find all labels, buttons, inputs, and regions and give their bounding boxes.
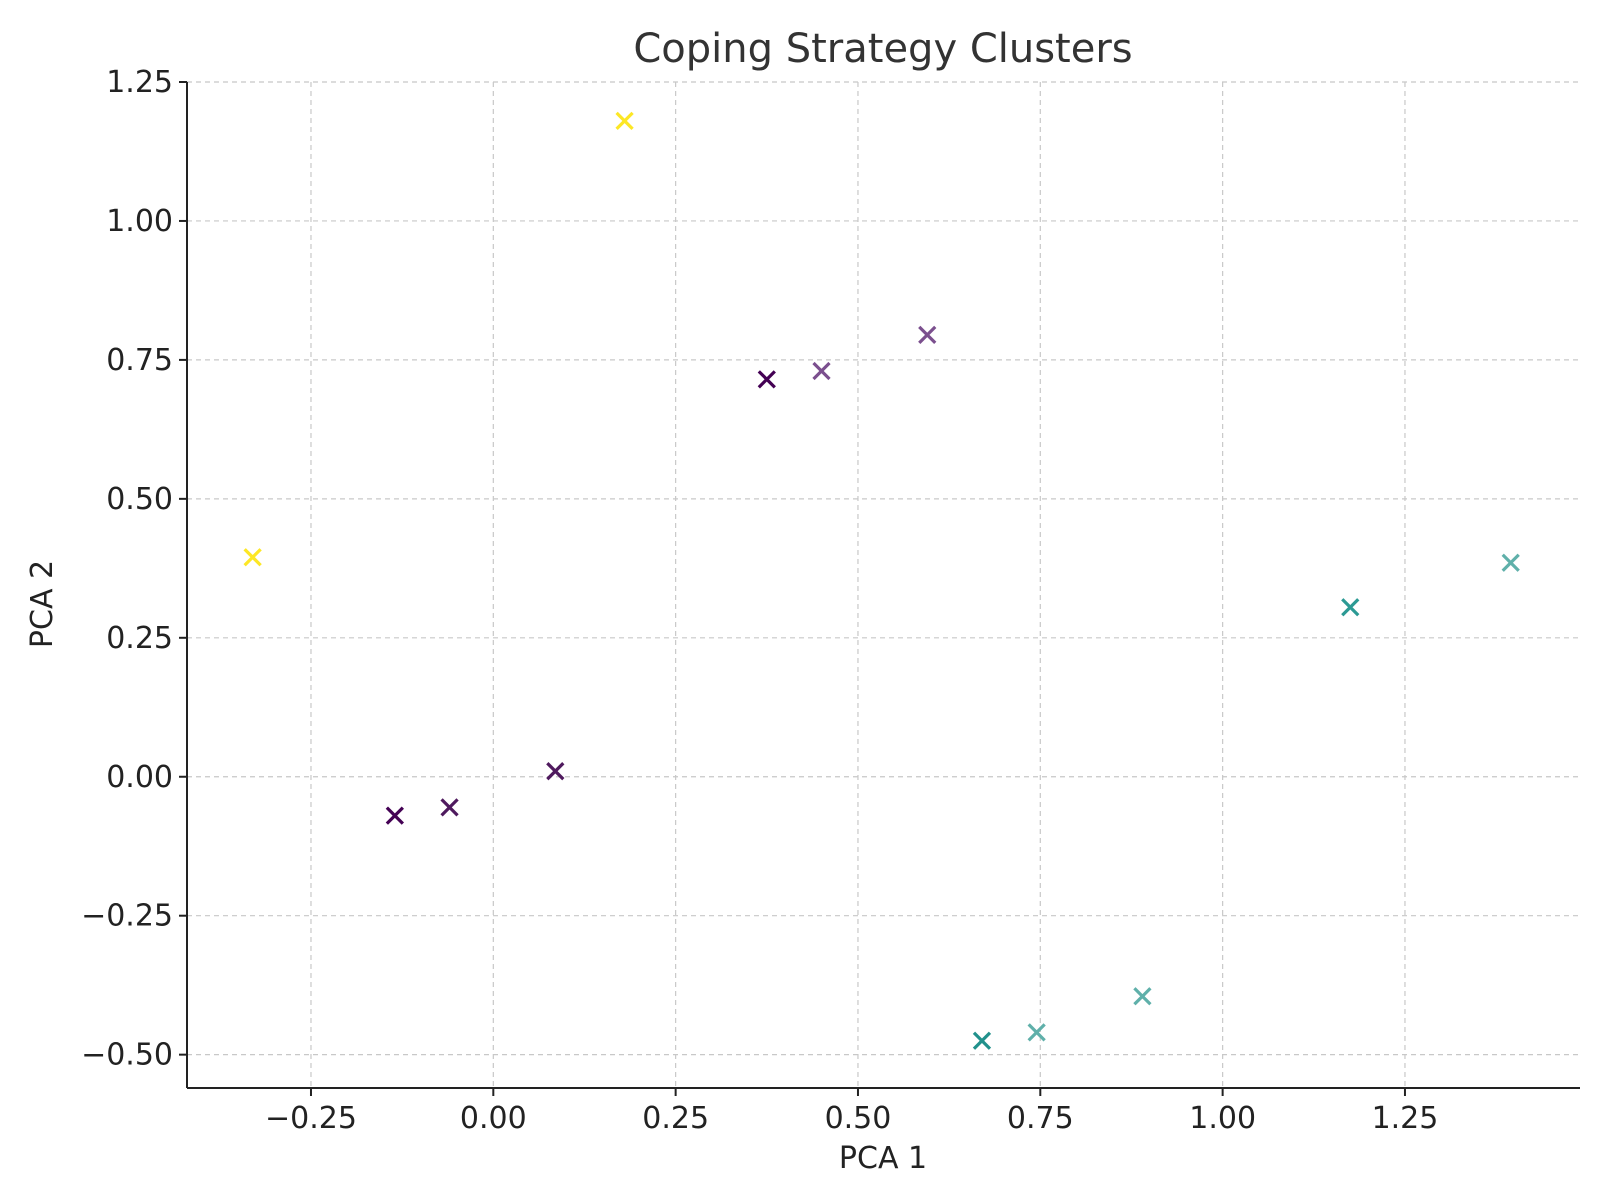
marker-stroke (615, 111, 634, 131)
y-tick-label: −0.50 (81, 1038, 173, 1073)
x-tick-label: 1.00 (1189, 1101, 1256, 1136)
x-tick-label: 0.75 (1007, 1101, 1074, 1136)
marker-stroke (918, 325, 937, 345)
y-axis-label: PCA 2 (25, 560, 60, 648)
x-tick-label: 1.25 (1372, 1101, 1439, 1136)
tick-labels: −0.25 0.00 0.25 0.50 0.75 1.00 1.25 −0.50 −0.25 0… (81, 65, 1438, 1136)
marker-stroke (243, 548, 262, 567)
y-tick-label: 0.50 (106, 482, 173, 517)
x-tick-label: 0.25 (642, 1101, 709, 1136)
grid-layer (187, 81, 1580, 1088)
marker-stroke (757, 370, 776, 389)
axes (179, 81, 1580, 1096)
data-point (615, 111, 634, 131)
y-tick-label: 1.00 (106, 204, 173, 239)
y-tick-label: 0.75 (106, 343, 173, 378)
marker-stroke (440, 798, 459, 817)
marker-stroke (812, 361, 831, 381)
data-point (812, 361, 831, 381)
data-point (918, 325, 937, 345)
data-point (546, 762, 565, 781)
chart-title: Coping Strategy Clusters (633, 26, 1132, 72)
data-point (1027, 1023, 1046, 1042)
marker-stroke (385, 806, 404, 825)
data-point (1341, 598, 1360, 617)
data-point (440, 798, 459, 817)
x-tick-label: 0.00 (460, 1101, 527, 1136)
y-tick-label: 0.25 (106, 621, 173, 656)
data-points (243, 111, 1520, 1050)
marker-stroke (1341, 598, 1360, 617)
y-tick-label: 0.00 (106, 760, 173, 795)
x-tick-label: −0.25 (265, 1101, 357, 1136)
x-axis-label: PCA 1 (839, 1141, 927, 1176)
x-tick-label: 0.50 (825, 1101, 892, 1136)
marker-stroke (546, 762, 565, 781)
marker-stroke (1133, 987, 1152, 1006)
data-point (757, 370, 776, 389)
y-tick-label: −0.25 (81, 899, 173, 934)
data-point (972, 1031, 992, 1050)
data-point (1133, 987, 1152, 1006)
data-point (1501, 553, 1520, 572)
marker-stroke (1501, 553, 1520, 572)
marker-stroke (972, 1031, 992, 1050)
marker-stroke (1027, 1023, 1046, 1042)
data-point (385, 806, 404, 825)
y-tick-label: 1.25 (106, 65, 173, 100)
data-point (243, 548, 262, 567)
